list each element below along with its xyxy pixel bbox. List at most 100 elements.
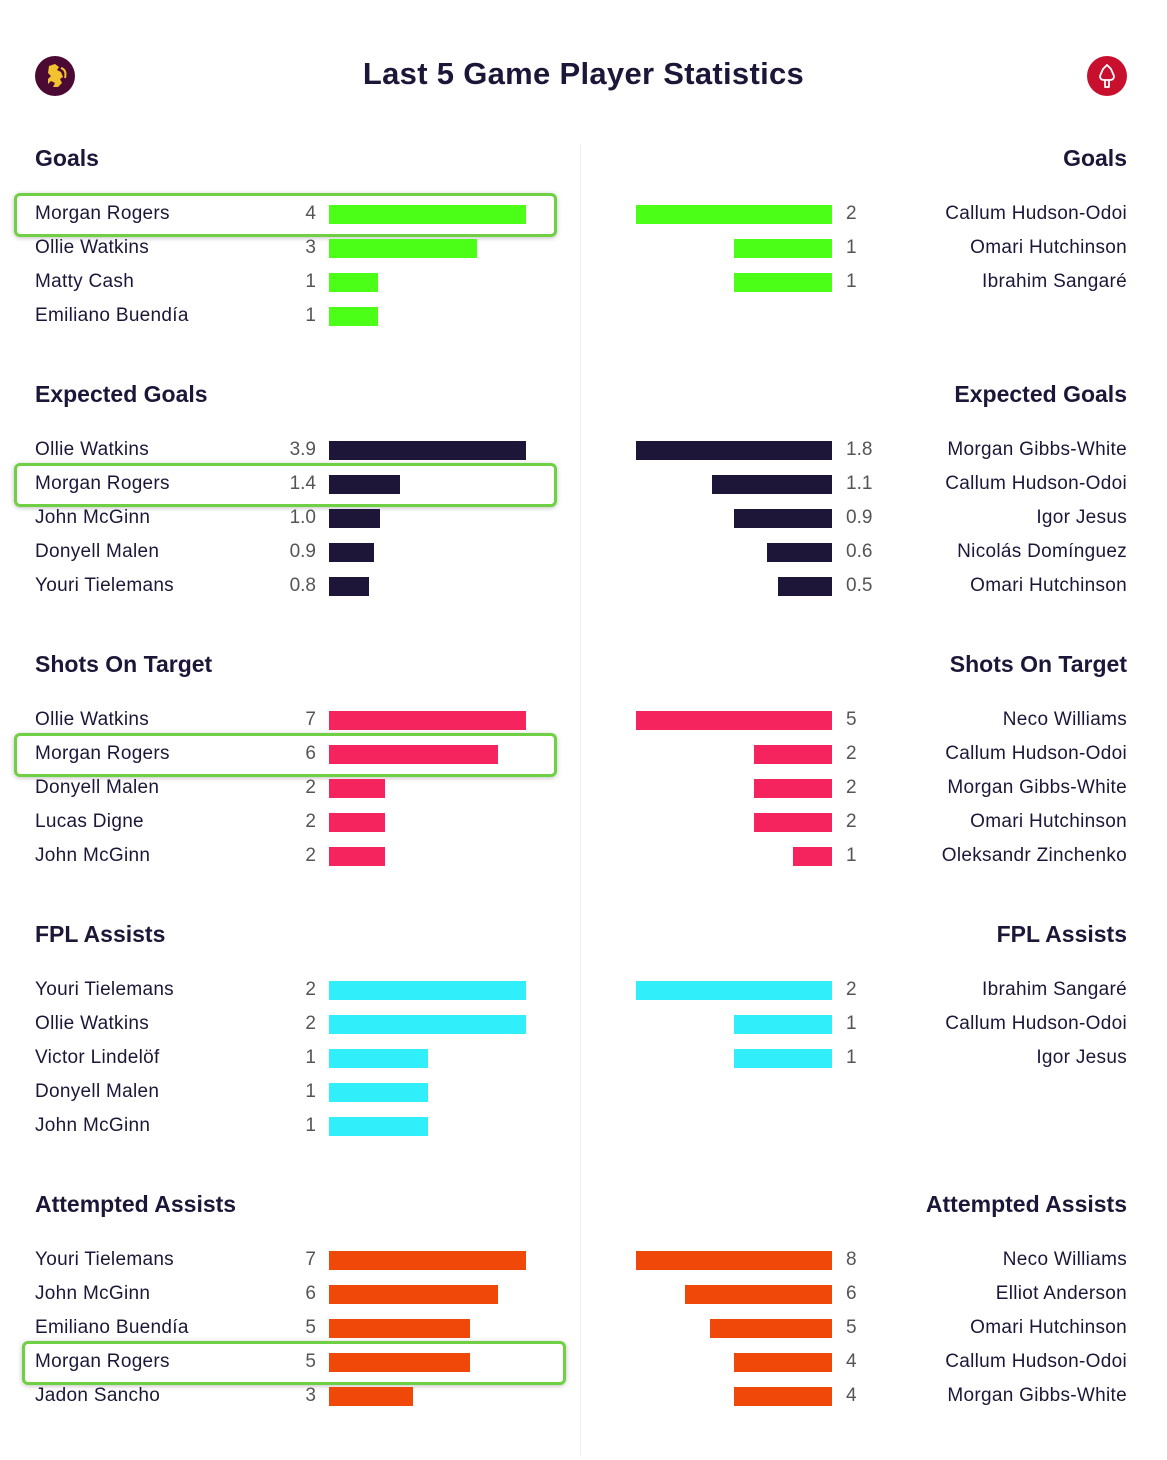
player-name: Igor Jesus [1036, 1047, 1127, 1068]
player-name: Ollie Watkins [35, 1013, 150, 1034]
player-name: Donyell Malen [35, 1081, 160, 1102]
player-name: Elliot Anderson [995, 1283, 1127, 1304]
stat-bar [329, 475, 400, 494]
player-name: Donyell Malen [35, 777, 160, 798]
stat-bar [792, 847, 832, 866]
player-row: Ollie Watkins 3 [0, 232, 580, 266]
player-name: Morgan Gibbs-White [947, 777, 1127, 798]
player-name: John McGinn [35, 1283, 151, 1304]
stat-bar [329, 307, 379, 326]
player-name: Omari Hutchinson [970, 811, 1127, 832]
stat-value: 1.4 [289, 473, 316, 494]
player-name: Omari Hutchinson [970, 237, 1127, 258]
player-row: Donyell Malen 2 [0, 772, 580, 806]
stat-bar [329, 1285, 498, 1304]
stat-bar [329, 847, 386, 866]
player-row: Callum Hudson-Odoi 1.1 [580, 468, 1167, 502]
stat-bar [329, 981, 526, 1000]
stat-value: 3 [305, 1385, 316, 1406]
player-row: Omari Hutchinson 0.5 [580, 570, 1167, 604]
stat-value: 5 [305, 1351, 316, 1372]
stat-bar [766, 543, 832, 562]
player-name: Callum Hudson-Odoi [945, 1351, 1127, 1372]
player-row: Ollie Watkins 2 [0, 1008, 580, 1042]
stat-bar [329, 543, 375, 562]
stat-bar [329, 205, 526, 224]
player-name: Morgan Gibbs-White [947, 439, 1127, 460]
player-name: Morgan Rogers [35, 203, 170, 224]
stat-value: 2 [305, 811, 316, 832]
player-name: Morgan Rogers [35, 473, 170, 494]
player-row: Callum Hudson-Odoi 1 [580, 1008, 1167, 1042]
stat-bar [734, 1387, 832, 1406]
section-title-away: Shots On Target [949, 651, 1127, 677]
stat-value: 1 [305, 1115, 316, 1136]
player-row: Morgan Rogers 4 [0, 198, 580, 232]
stat-value: 6 [305, 1283, 316, 1304]
stat-value: 2 [846, 743, 857, 764]
stat-bar [734, 1015, 832, 1034]
stat-bar [329, 1117, 428, 1136]
stat-bar [329, 1353, 470, 1372]
player-name: John McGinn [35, 1115, 151, 1136]
player-name: Callum Hudson-Odoi [945, 743, 1127, 764]
stat-value: 0.9 [289, 541, 316, 562]
stat-value: 1 [846, 237, 857, 258]
player-name: Victor Lindelöf [35, 1047, 160, 1068]
stat-value: 2 [846, 811, 857, 832]
player-row: Youri Tielemans 0.8 [0, 570, 580, 604]
highlight-box [14, 733, 557, 777]
stat-bar [685, 1285, 832, 1304]
stat-bar [329, 1387, 414, 1406]
player-row: Youri Tielemans 7 [0, 1244, 580, 1278]
stat-bar [329, 711, 526, 730]
player-row: Neco Williams 8 [580, 1244, 1167, 1278]
stat-bar [636, 711, 832, 730]
stat-value: 1 [846, 1047, 857, 1068]
player-row: Youri Tielemans 2 [0, 974, 580, 1008]
stat-value: 5 [846, 709, 857, 730]
stat-bar [734, 1049, 832, 1068]
stat-value: 0.9 [846, 507, 873, 528]
stat-bar [329, 509, 380, 528]
stat-bar [753, 813, 832, 832]
highlight-box [14, 463, 557, 507]
player-row: Nicolás Domínguez 0.6 [580, 536, 1167, 570]
stat-bar [777, 577, 832, 596]
stat-bar [329, 1015, 526, 1034]
player-name: Ibrahim Sangaré [982, 979, 1127, 1000]
highlight-box [22, 1341, 566, 1385]
stat-bar [329, 1319, 470, 1338]
player-row: Ollie Watkins 7 [0, 704, 580, 738]
stat-bar [329, 745, 498, 764]
player-name: John McGinn [35, 845, 151, 866]
stat-value: 1.0 [289, 507, 316, 528]
home-club-crest-icon [35, 56, 75, 96]
stat-bar [734, 273, 832, 292]
player-name: Morgan Rogers [35, 743, 170, 764]
player-row: John McGinn 1.0 [0, 502, 580, 536]
player-row: Callum Hudson-Odoi 2 [580, 738, 1167, 772]
stat-value: 4 [846, 1385, 857, 1406]
stat-value: 1.8 [846, 439, 873, 460]
player-row: Matty Cash 1 [0, 266, 580, 300]
player-row: Callum Hudson-Odoi 4 [580, 1346, 1167, 1380]
stat-value: 2 [305, 845, 316, 866]
player-name: Jadon Sancho [35, 1385, 161, 1406]
player-name: Ollie Watkins [35, 237, 150, 258]
stat-value: 5 [846, 1317, 857, 1338]
stat-value: 4 [846, 1351, 857, 1372]
player-row: Emiliano Buendía 1 [0, 300, 580, 334]
player-name: Omari Hutchinson [970, 1317, 1127, 1338]
player-name: Donyell Malen [35, 541, 160, 562]
stat-value: 6 [305, 743, 316, 764]
player-row: Neco Williams 5 [580, 704, 1167, 738]
stat-value: 0.8 [289, 575, 316, 596]
stat-bar [329, 1049, 428, 1068]
stat-bar [636, 441, 832, 460]
section-title-away: Attempted Assists [925, 1191, 1127, 1217]
player-row: Igor Jesus 0.9 [580, 502, 1167, 536]
player-name: Youri Tielemans [35, 979, 174, 1000]
highlight-box [14, 193, 557, 237]
stat-value: 6 [846, 1283, 857, 1304]
